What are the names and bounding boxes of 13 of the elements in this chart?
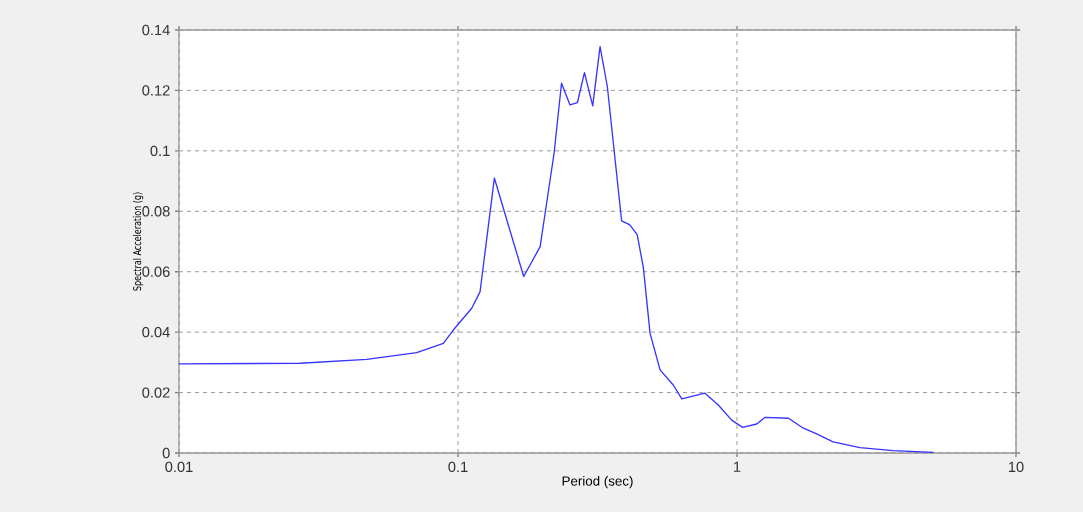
y-tick-label: 0.1 xyxy=(150,145,170,157)
y-tick-label: 0.04 xyxy=(142,326,170,338)
y-tick-label: 0 xyxy=(162,447,170,459)
y-tick-label: 0.06 xyxy=(142,266,170,277)
x-tick-label: 1 xyxy=(734,461,741,472)
y-tick-label: 0.02 xyxy=(142,387,170,398)
x-tick-label: 0.01 xyxy=(165,461,193,473)
x-axis-title: Period (sec) xyxy=(562,475,633,489)
y-tick-label: 0.08 xyxy=(142,206,170,217)
x-tick-label: 10 xyxy=(1008,461,1024,473)
y-tick-label: 0.14 xyxy=(142,24,170,36)
y-tick-label: 0.12 xyxy=(142,85,170,96)
x-tick-label: 0.1 xyxy=(448,461,468,473)
